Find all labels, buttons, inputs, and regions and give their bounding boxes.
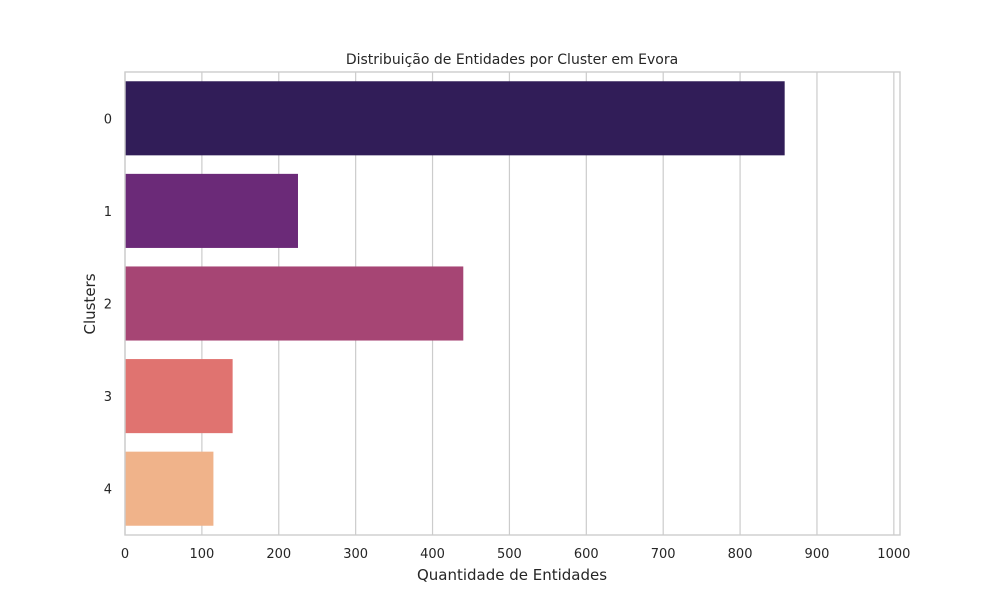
x-tick-label: 800 — [728, 547, 753, 562]
y-axis-label: Clusters — [81, 273, 99, 334]
bar-cluster-4 — [125, 451, 214, 526]
bar-cluster-0 — [125, 81, 785, 156]
x-axis-ticks: 0 100 200 300 400 500 600 700 800 900 1000 — [121, 547, 911, 562]
x-tick-label: 100 — [189, 547, 214, 562]
x-tick-label: 1000 — [877, 547, 910, 562]
x-tick-label: 400 — [420, 547, 445, 562]
plot-frame — [124, 71, 901, 536]
y-tick-label: 0 — [104, 112, 112, 127]
y-tick-label: 4 — [104, 483, 112, 498]
x-axis-label: Quantidade de Entidades — [417, 566, 607, 584]
y-tick-label: 3 — [104, 390, 112, 405]
y-tick-label: 2 — [104, 298, 112, 313]
bar-cluster-1 — [125, 173, 298, 248]
bars — [125, 81, 785, 526]
x-tick-label: 500 — [497, 547, 522, 562]
y-tick-label: 1 — [104, 205, 112, 220]
x-tick-label: 200 — [266, 547, 291, 562]
x-tick-label: 0 — [121, 547, 129, 562]
chart-title: Distribuição de Entidades por Cluster em… — [346, 52, 678, 68]
bar-cluster-2 — [125, 266, 464, 341]
y-axis-ticks: 0 1 2 3 4 — [104, 112, 112, 497]
x-tick-label: 300 — [343, 547, 368, 562]
bar-cluster-3 — [125, 359, 233, 434]
x-tick-label: 600 — [574, 547, 599, 562]
x-tick-label: 900 — [805, 547, 830, 562]
x-tick-label: 700 — [651, 547, 676, 562]
